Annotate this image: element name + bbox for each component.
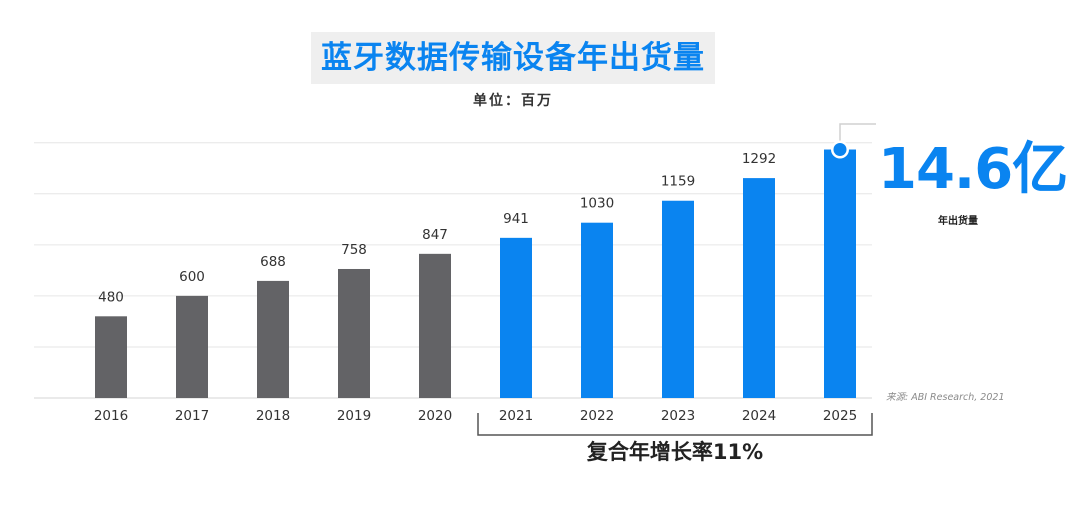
bar-2023 [662, 200, 694, 398]
cagr-bracket [477, 413, 873, 436]
highlight-value: 14.6亿 [878, 137, 1068, 202]
data-label-2020: 847 [422, 227, 448, 243]
highlight-dot [833, 143, 847, 157]
bar-2017 [176, 295, 208, 398]
data-label-2021: 941 [503, 211, 529, 227]
unit-label: 单位：百万 [473, 93, 553, 109]
data-label-2024: 1292 [742, 151, 776, 167]
bar-2022 [581, 222, 613, 398]
data-label-2023: 1159 [661, 174, 695, 190]
data-label-2022: 1030 [580, 196, 614, 212]
tick-label-2025: 2025 [823, 408, 857, 424]
data-label-2017: 600 [179, 269, 205, 285]
bar-2019 [338, 268, 370, 398]
data-label-2019: 758 [341, 242, 367, 258]
data-label-2016: 480 [98, 289, 124, 305]
tick-label-2018: 2018 [256, 408, 290, 424]
tick-label-2020: 2020 [418, 408, 452, 424]
tick-label-2023: 2023 [661, 408, 695, 424]
data-label-2018: 688 [260, 254, 286, 270]
bar-2025 [824, 149, 856, 398]
bar-2021 [500, 237, 532, 398]
bar-2024 [743, 178, 775, 398]
title-band [311, 32, 715, 84]
highlight-label: 年出货量 [938, 216, 978, 227]
cagr-label: 复合年增长率11% [586, 440, 764, 464]
tick-label-2017: 2017 [175, 408, 209, 424]
tick-label-2024: 2024 [742, 408, 776, 424]
bar-2020 [419, 253, 451, 398]
bar-2018 [257, 280, 289, 398]
source-note: 来源: ABI Research, 2021 [886, 392, 1005, 403]
tick-label-2022: 2022 [580, 408, 614, 424]
tick-label-2016: 2016 [94, 408, 128, 424]
chart-title: 蓝牙数据传输设备年出货量 [321, 40, 705, 76]
tick-label-2021: 2021 [499, 408, 533, 424]
bar-2016 [95, 316, 127, 398]
tick-label-2019: 2019 [337, 408, 371, 424]
